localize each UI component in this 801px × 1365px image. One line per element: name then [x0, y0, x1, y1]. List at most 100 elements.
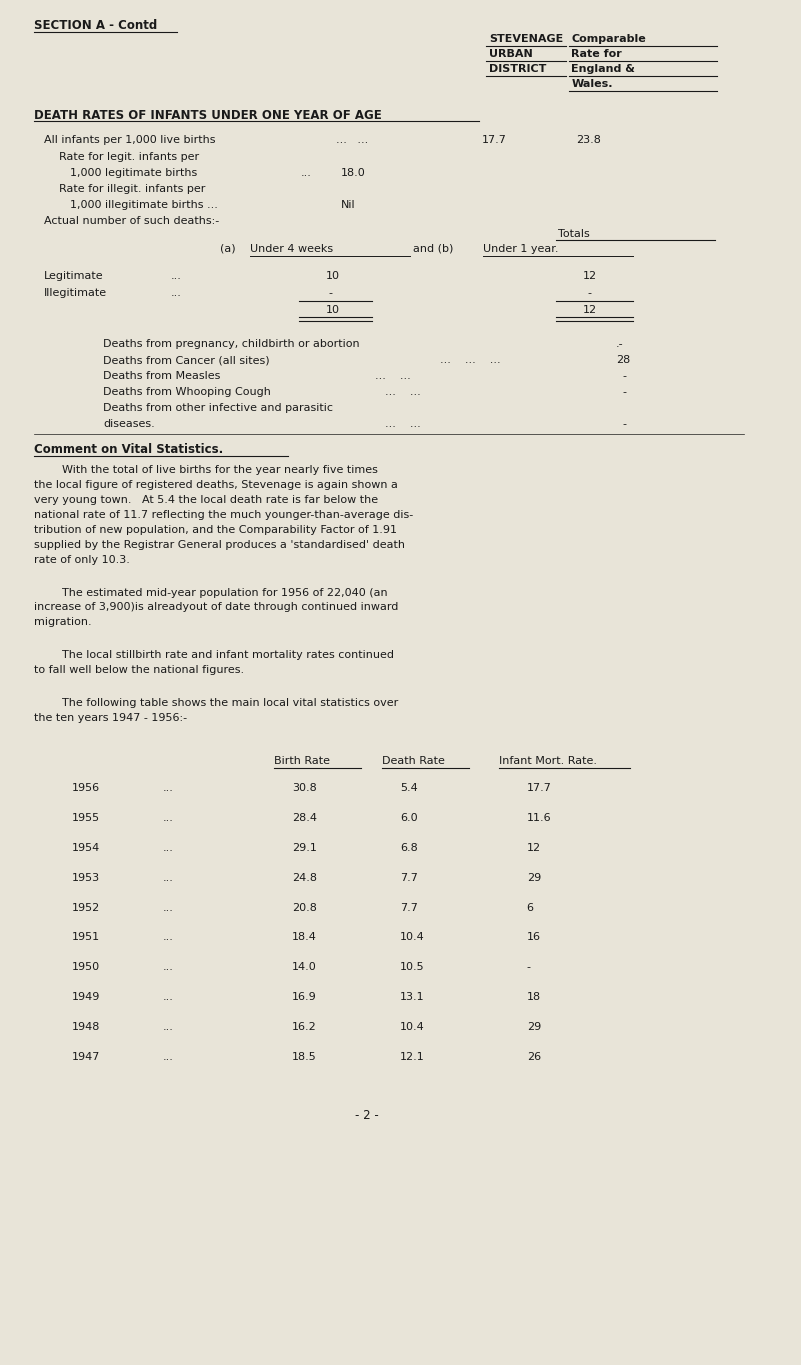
- Text: - 2 -: - 2 -: [356, 1110, 379, 1122]
- Text: The estimated mid-year population for 1956 of 22,040 (an: The estimated mid-year population for 19…: [34, 587, 388, 598]
- Text: Deaths from Cancer (all sites): Deaths from Cancer (all sites): [103, 355, 270, 364]
- Text: -: -: [622, 371, 626, 381]
- Text: Deaths from Whooping Cough: Deaths from Whooping Cough: [103, 386, 271, 397]
- Text: .-: .-: [616, 339, 623, 349]
- Text: 14.0: 14.0: [292, 962, 317, 972]
- Text: 29: 29: [527, 1022, 541, 1032]
- Text: 26: 26: [527, 1051, 541, 1062]
- Text: the local figure of registered deaths, Stevenage is again shown a: the local figure of registered deaths, S…: [34, 480, 398, 490]
- Text: 12: 12: [527, 844, 541, 853]
- Text: 12: 12: [583, 306, 598, 315]
- Text: All infants per 1,000 live births: All infants per 1,000 live births: [44, 135, 215, 145]
- Text: 12.1: 12.1: [400, 1051, 425, 1062]
- Text: 1953: 1953: [71, 872, 99, 883]
- Text: ...: ...: [163, 962, 173, 972]
- Text: 5.4: 5.4: [400, 784, 418, 793]
- Text: ...: ...: [163, 992, 173, 1002]
- Text: 11.6: 11.6: [527, 814, 551, 823]
- Text: 1955: 1955: [71, 814, 99, 823]
- Text: Birth Rate: Birth Rate: [274, 756, 330, 766]
- Text: Rate for: Rate for: [571, 49, 622, 59]
- Text: very young town.   At 5.4 the local death rate is far below the: very young town. At 5.4 the local death …: [34, 495, 378, 505]
- Text: tribution of new population, and the Comparability Factor of 1.91: tribution of new population, and the Com…: [34, 526, 396, 535]
- Text: ...: ...: [163, 872, 173, 883]
- Text: 13.1: 13.1: [400, 992, 425, 1002]
- Text: ...: ...: [163, 784, 173, 793]
- Text: 10.5: 10.5: [400, 962, 425, 972]
- Text: Under 1 year.: Under 1 year.: [483, 244, 558, 254]
- Text: Illegitimate: Illegitimate: [44, 288, 107, 299]
- Text: DEATH RATES OF INFANTS UNDER ONE YEAR OF AGE: DEATH RATES OF INFANTS UNDER ONE YEAR OF…: [34, 109, 381, 121]
- Text: -: -: [328, 288, 332, 299]
- Text: Deaths from other infective and parasitic: Deaths from other infective and parasiti…: [103, 403, 333, 412]
- Text: 29.1: 29.1: [292, 844, 317, 853]
- Text: DISTRICT: DISTRICT: [489, 64, 546, 74]
- Text: 17.7: 17.7: [482, 135, 507, 145]
- Text: Totals: Totals: [558, 229, 590, 239]
- Text: -: -: [622, 419, 626, 429]
- Text: 1952: 1952: [71, 902, 99, 913]
- Text: ...: ...: [163, 844, 173, 853]
- Text: ...: ...: [163, 902, 173, 913]
- Text: -: -: [527, 962, 531, 972]
- Text: ...: ...: [171, 270, 181, 281]
- Text: Comparable: Comparable: [571, 34, 646, 44]
- Text: 10.4: 10.4: [400, 1022, 425, 1032]
- Text: national rate of 11.7 reflecting the much younger-than-average dis-: national rate of 11.7 reflecting the muc…: [34, 511, 413, 520]
- Text: 1949: 1949: [71, 992, 100, 1002]
- Text: 16: 16: [527, 932, 541, 942]
- Text: ...    ...: ... ...: [385, 386, 421, 397]
- Text: the ten years 1947 - 1956:-: the ten years 1947 - 1956:-: [34, 713, 187, 723]
- Text: 12: 12: [583, 270, 598, 281]
- Text: ...: ...: [163, 932, 173, 942]
- Text: 1948: 1948: [71, 1022, 100, 1032]
- Text: 7.7: 7.7: [400, 902, 418, 913]
- Text: 1950: 1950: [71, 962, 99, 972]
- Text: 28: 28: [616, 355, 630, 364]
- Text: -: -: [622, 386, 626, 397]
- Text: 6: 6: [527, 902, 533, 913]
- Text: ...   ...: ... ...: [336, 135, 368, 145]
- Text: 10: 10: [326, 306, 340, 315]
- Text: Under 4 weeks: Under 4 weeks: [250, 244, 332, 254]
- Text: 17.7: 17.7: [527, 784, 552, 793]
- Text: supplied by the Registrar General produces a 'standardised' death: supplied by the Registrar General produc…: [34, 541, 405, 550]
- Text: ...    ...: ... ...: [385, 419, 421, 429]
- Text: The local stillbirth rate and infant mortality rates continued: The local stillbirth rate and infant mor…: [34, 650, 394, 661]
- Text: SECTION A - Contd: SECTION A - Contd: [34, 19, 157, 31]
- Text: 6.8: 6.8: [400, 844, 418, 853]
- Text: and (b): and (b): [413, 244, 453, 254]
- Text: ...: ...: [163, 814, 173, 823]
- Text: to fall well below the national figures.: to fall well below the national figures.: [34, 665, 244, 676]
- Text: 10: 10: [326, 270, 340, 281]
- Text: 1947: 1947: [71, 1051, 100, 1062]
- Text: 7.7: 7.7: [400, 872, 418, 883]
- Text: 18.5: 18.5: [292, 1051, 317, 1062]
- Text: 1956: 1956: [71, 784, 99, 793]
- Text: Rate for illegit. infants per: Rate for illegit. infants per: [58, 184, 205, 194]
- Text: (a): (a): [220, 244, 235, 254]
- Text: Legitimate: Legitimate: [44, 270, 103, 281]
- Text: 18: 18: [527, 992, 541, 1002]
- Text: 6.0: 6.0: [400, 814, 417, 823]
- Text: ...: ...: [163, 1051, 173, 1062]
- Text: ...    ...    ...: ... ... ...: [440, 355, 500, 364]
- Text: ...    ...: ... ...: [375, 371, 411, 381]
- Text: STEVENAGE: STEVENAGE: [489, 34, 563, 44]
- Text: Deaths from pregnancy, childbirth or abortion: Deaths from pregnancy, childbirth or abo…: [103, 339, 360, 349]
- Text: 1,000 illegitimate births ...: 1,000 illegitimate births ...: [70, 199, 219, 210]
- Text: England &: England &: [571, 64, 635, 74]
- Text: ...: ...: [163, 1022, 173, 1032]
- Text: 18.0: 18.0: [340, 168, 365, 179]
- Text: The following table shows the main local vital statistics over: The following table shows the main local…: [34, 698, 398, 708]
- Text: 18.4: 18.4: [292, 932, 317, 942]
- Text: Rate for legit. infants per: Rate for legit. infants per: [58, 153, 199, 162]
- Text: 30.8: 30.8: [292, 784, 317, 793]
- Text: URBAN: URBAN: [489, 49, 533, 59]
- Text: 1,000 legitimate births: 1,000 legitimate births: [70, 168, 198, 179]
- Text: 16.9: 16.9: [292, 992, 317, 1002]
- Text: With the total of live births for the year nearly five times: With the total of live births for the ye…: [34, 465, 378, 475]
- Text: Actual number of such deaths:-: Actual number of such deaths:-: [44, 216, 219, 225]
- Text: Infant Mort. Rate.: Infant Mort. Rate.: [499, 756, 597, 766]
- Text: 28.4: 28.4: [292, 814, 317, 823]
